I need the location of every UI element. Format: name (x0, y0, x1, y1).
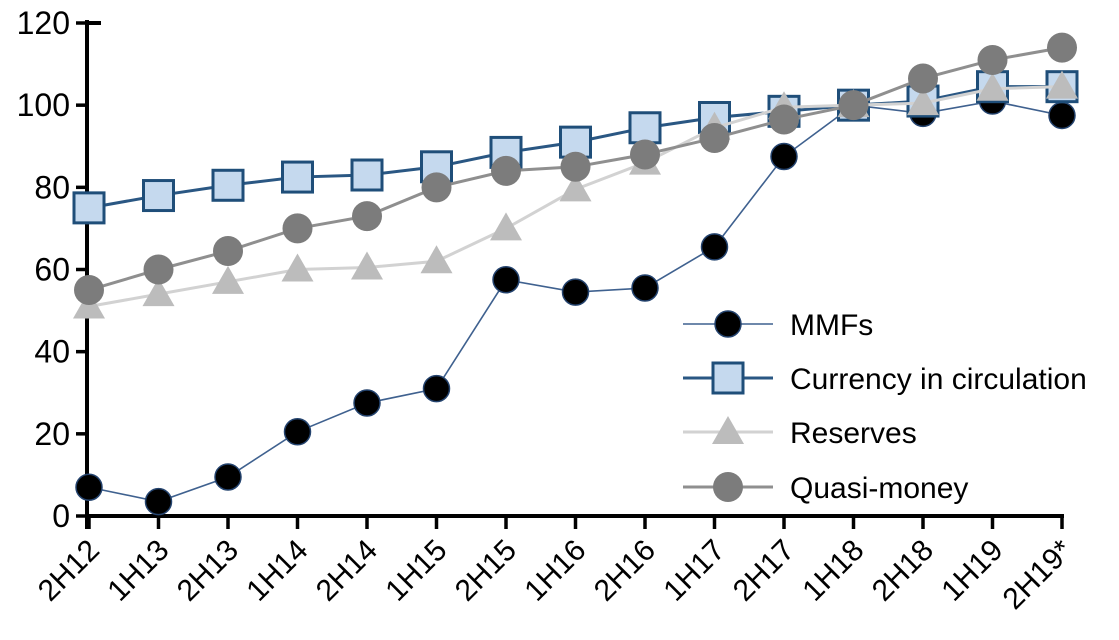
x-tick-label: 1H19 (935, 534, 1009, 608)
legend-label: Currency in circulation (790, 363, 1087, 396)
legend-label: Reserves (790, 417, 917, 450)
marker-circle (144, 487, 173, 516)
y-tick-label: 80 (34, 169, 70, 205)
marker-circle (214, 463, 242, 491)
x-tick-label: 2H13 (171, 534, 245, 608)
y-tick-label: 20 (34, 416, 70, 452)
x-tick-label: 2H12 (32, 534, 106, 608)
marker-square (72, 191, 106, 225)
marker-circle (700, 233, 729, 261)
x-tick-label: 1H18 (796, 534, 870, 608)
marker-circle (1047, 32, 1077, 63)
marker-circle (631, 274, 659, 302)
marker-circle (630, 139, 660, 170)
x-tick-label: 2H15 (449, 534, 523, 608)
marker-circle (352, 201, 382, 232)
marker-circle (282, 213, 313, 244)
marker-circle (213, 236, 243, 267)
marker-circle (713, 472, 743, 502)
x-tick-label: 2H17 (727, 534, 801, 608)
legend-item-reserves: Reserves (683, 416, 917, 450)
legend-label: Quasi-money (790, 472, 968, 505)
marker-triangle (490, 212, 522, 241)
legend-item-currency-in-circulation: Currency in circulation (683, 361, 1087, 396)
marker-square (711, 361, 745, 395)
legend-item-quasi-money: Quasi-money (683, 472, 968, 505)
x-tick-label: 1H13 (101, 534, 175, 608)
y-tick-label: 0 (52, 498, 70, 534)
marker-triangle (1046, 70, 1078, 99)
marker-circle (143, 254, 174, 285)
y-tick-label: 100 (17, 87, 70, 123)
marker-triangle (281, 253, 314, 282)
marker-circle (491, 155, 521, 186)
marker-circle (422, 374, 451, 403)
marker-square (211, 168, 245, 202)
marker-circle (353, 389, 381, 417)
x-tick-label: 2H14 (310, 534, 384, 608)
marker-triangle (142, 278, 175, 307)
marker-circle (561, 278, 590, 306)
marker-triangle (907, 87, 939, 116)
marker-triangle (212, 265, 244, 294)
marker-circle (560, 151, 591, 182)
x-tick-label: 2H16 (588, 534, 662, 608)
marker-triangle (351, 251, 383, 280)
y-tick-label: 120 (17, 5, 70, 41)
x-tick-label: 1H17 (657, 534, 731, 608)
marker-triangle (559, 173, 592, 202)
marker-square (628, 111, 662, 145)
marker-circle (421, 172, 452, 203)
legend-item-mmfs: MMFs (683, 309, 873, 342)
marker-circle (714, 310, 742, 338)
marker-square (281, 160, 314, 194)
marker-triangle (712, 416, 744, 444)
marker-circle (74, 275, 104, 306)
marker-triangle (420, 245, 453, 274)
marker-circle (75, 473, 103, 501)
marker-circle (908, 63, 938, 94)
x-tick-label: 1H15 (379, 534, 453, 608)
x-tick-label: 2H18 (866, 534, 940, 608)
marker-triangle (976, 72, 1009, 101)
y-tick-label: 60 (34, 252, 70, 288)
marker-square (350, 158, 384, 192)
marker-circle (492, 266, 520, 294)
x-tick-label: 1H16 (518, 534, 592, 608)
x-tick-label: 1H14 (240, 534, 314, 608)
y-tick-label: 40 (34, 334, 70, 370)
marker-square (142, 179, 175, 213)
x-tick-label: 2H19* (997, 533, 1080, 616)
marker-circle (977, 44, 1008, 75)
marker-circle (838, 90, 869, 121)
marker-circle (283, 418, 312, 446)
legend-label: MMFs (790, 309, 873, 342)
marker-circle (1048, 101, 1076, 130)
marker-circle (699, 123, 730, 154)
series-quasi-money (74, 32, 1077, 306)
marker-circle (769, 104, 799, 135)
legend: MMFs Currency in circulation Reserves Quasi… (683, 309, 1087, 505)
marker-circle (770, 142, 798, 171)
